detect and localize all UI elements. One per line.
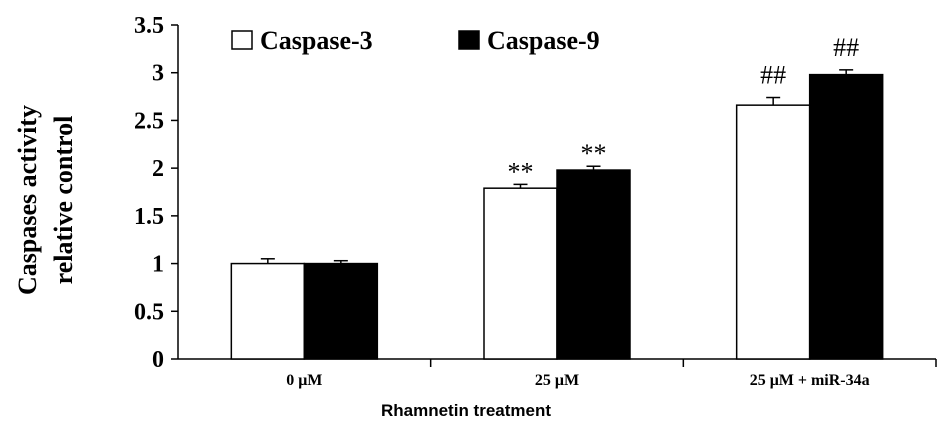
- significance-marker: **: [581, 139, 607, 168]
- bar: [735, 104, 811, 360]
- y-axis-label: Caspases activity relative control: [13, 105, 78, 295]
- x-tick-label: 0 μM: [286, 372, 322, 389]
- legend-swatch: [458, 30, 480, 50]
- legend-label: Caspase-3: [260, 26, 373, 55]
- bar: [483, 187, 558, 360]
- significance-marker: ##: [760, 61, 786, 90]
- y-tick-label: 0: [152, 347, 164, 373]
- bars: ** ** ## ##: [230, 33, 884, 360]
- legend-swatch: [231, 30, 253, 50]
- significance-marker: **: [508, 157, 534, 186]
- bar: [808, 73, 884, 360]
- bar: [303, 262, 379, 360]
- y-tick-label: 3: [152, 61, 164, 87]
- x-tick-label: 25 μM: [535, 372, 579, 389]
- legend-label: Caspase-9: [487, 26, 600, 55]
- y-tick-label: 2.5: [134, 108, 164, 134]
- y-axis-label-line2: relative control: [49, 116, 78, 285]
- y-tick-label: 2: [152, 156, 164, 182]
- legend: Caspase-3 Caspase-9: [231, 26, 600, 55]
- significance-marker: ##: [833, 33, 859, 62]
- x-tick-label: 25 μM + miR-34a: [750, 372, 870, 389]
- bar: [230, 262, 306, 360]
- y-tick-label: 1: [152, 252, 164, 278]
- y-tick-label: 1.5: [134, 204, 164, 230]
- y-tick-label: 0.5: [134, 299, 164, 325]
- y-ticks: 0 0.5 1 1.5 2 2.5 3 3.5: [134, 13, 178, 373]
- y-axis-label-line1: Caspases activity: [13, 105, 42, 295]
- x-axis-label: Rhamnetin treatment: [381, 401, 551, 420]
- bar: [556, 169, 631, 360]
- y-tick-label: 3.5: [134, 13, 164, 39]
- x-ticks: 0 μM 25 μM 25 μM + miR-34a: [286, 359, 937, 389]
